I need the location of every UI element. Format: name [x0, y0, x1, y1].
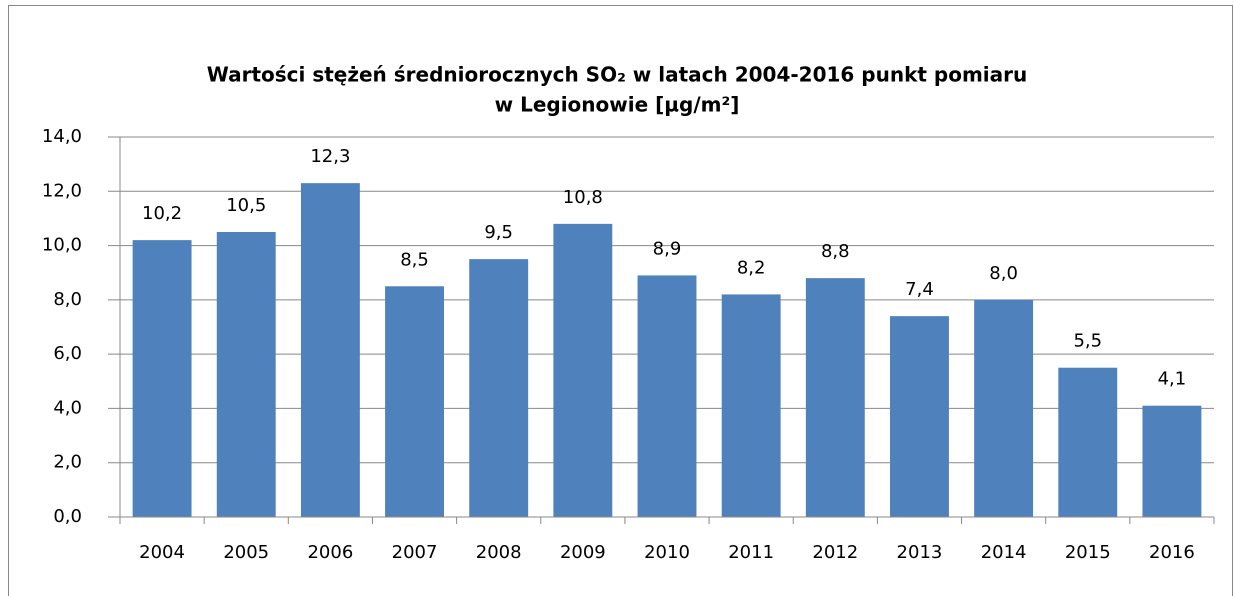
bar — [385, 286, 444, 517]
x-tick-label: 2010 — [644, 542, 690, 563]
data-label: 5,5 — [1073, 331, 1102, 352]
bar — [300, 183, 360, 517]
data-label: 9,5 — [484, 222, 513, 243]
bar — [132, 240, 192, 517]
chart-title: Wartości stężeń średniorocznych SO₂ w la… — [207, 63, 1028, 87]
data-label: 4,1 — [1158, 369, 1187, 390]
x-tick-label: 2016 — [1149, 542, 1195, 563]
x-tick-label: 2014 — [981, 542, 1027, 563]
data-label: 7,4 — [905, 279, 934, 300]
bar — [1058, 367, 1118, 517]
bar — [553, 223, 613, 517]
bar — [721, 294, 781, 517]
y-tick-label: 12,0 — [42, 180, 82, 201]
data-label: 8,0 — [989, 263, 1018, 284]
x-tick-label: 2004 — [139, 542, 185, 563]
bar — [469, 259, 529, 517]
data-label: 10,5 — [226, 195, 266, 216]
bar — [974, 299, 1034, 517]
x-tick-label: 2009 — [560, 542, 606, 563]
bar — [216, 232, 276, 517]
y-tick-label: 6,0 — [53, 343, 82, 364]
x-tick-label: 2012 — [812, 542, 858, 563]
bar — [637, 275, 697, 517]
bar — [1142, 405, 1202, 517]
data-label: 8,5 — [400, 249, 429, 270]
x-tick-label: 2008 — [476, 542, 522, 563]
data-label: 8,2 — [737, 257, 766, 278]
x-tick-label: 2013 — [897, 542, 943, 563]
y-tick-label: 4,0 — [53, 397, 82, 418]
data-label: 8,8 — [821, 241, 850, 262]
x-tick-label: 2015 — [1065, 542, 1111, 563]
y-tick-label: 2,0 — [53, 452, 82, 473]
bar — [890, 316, 949, 517]
x-tick-label: 2007 — [392, 542, 438, 563]
data-label: 10,8 — [563, 187, 603, 208]
x-tick-label: 2011 — [728, 542, 774, 563]
y-tick-label: 10,0 — [42, 235, 82, 256]
y-tick-label: 8,0 — [53, 289, 82, 310]
bar — [805, 278, 865, 517]
chart-title: w Legionowie [µg/m²] — [495, 93, 740, 117]
data-label: 10,2 — [142, 203, 182, 224]
x-tick-label: 2005 — [223, 542, 269, 563]
x-tick-label: 2006 — [307, 542, 353, 563]
data-label: 12,3 — [310, 146, 350, 167]
data-label: 8,9 — [653, 238, 682, 259]
y-tick-label: 0,0 — [53, 506, 82, 527]
y-tick-label: 14,0 — [42, 126, 82, 147]
